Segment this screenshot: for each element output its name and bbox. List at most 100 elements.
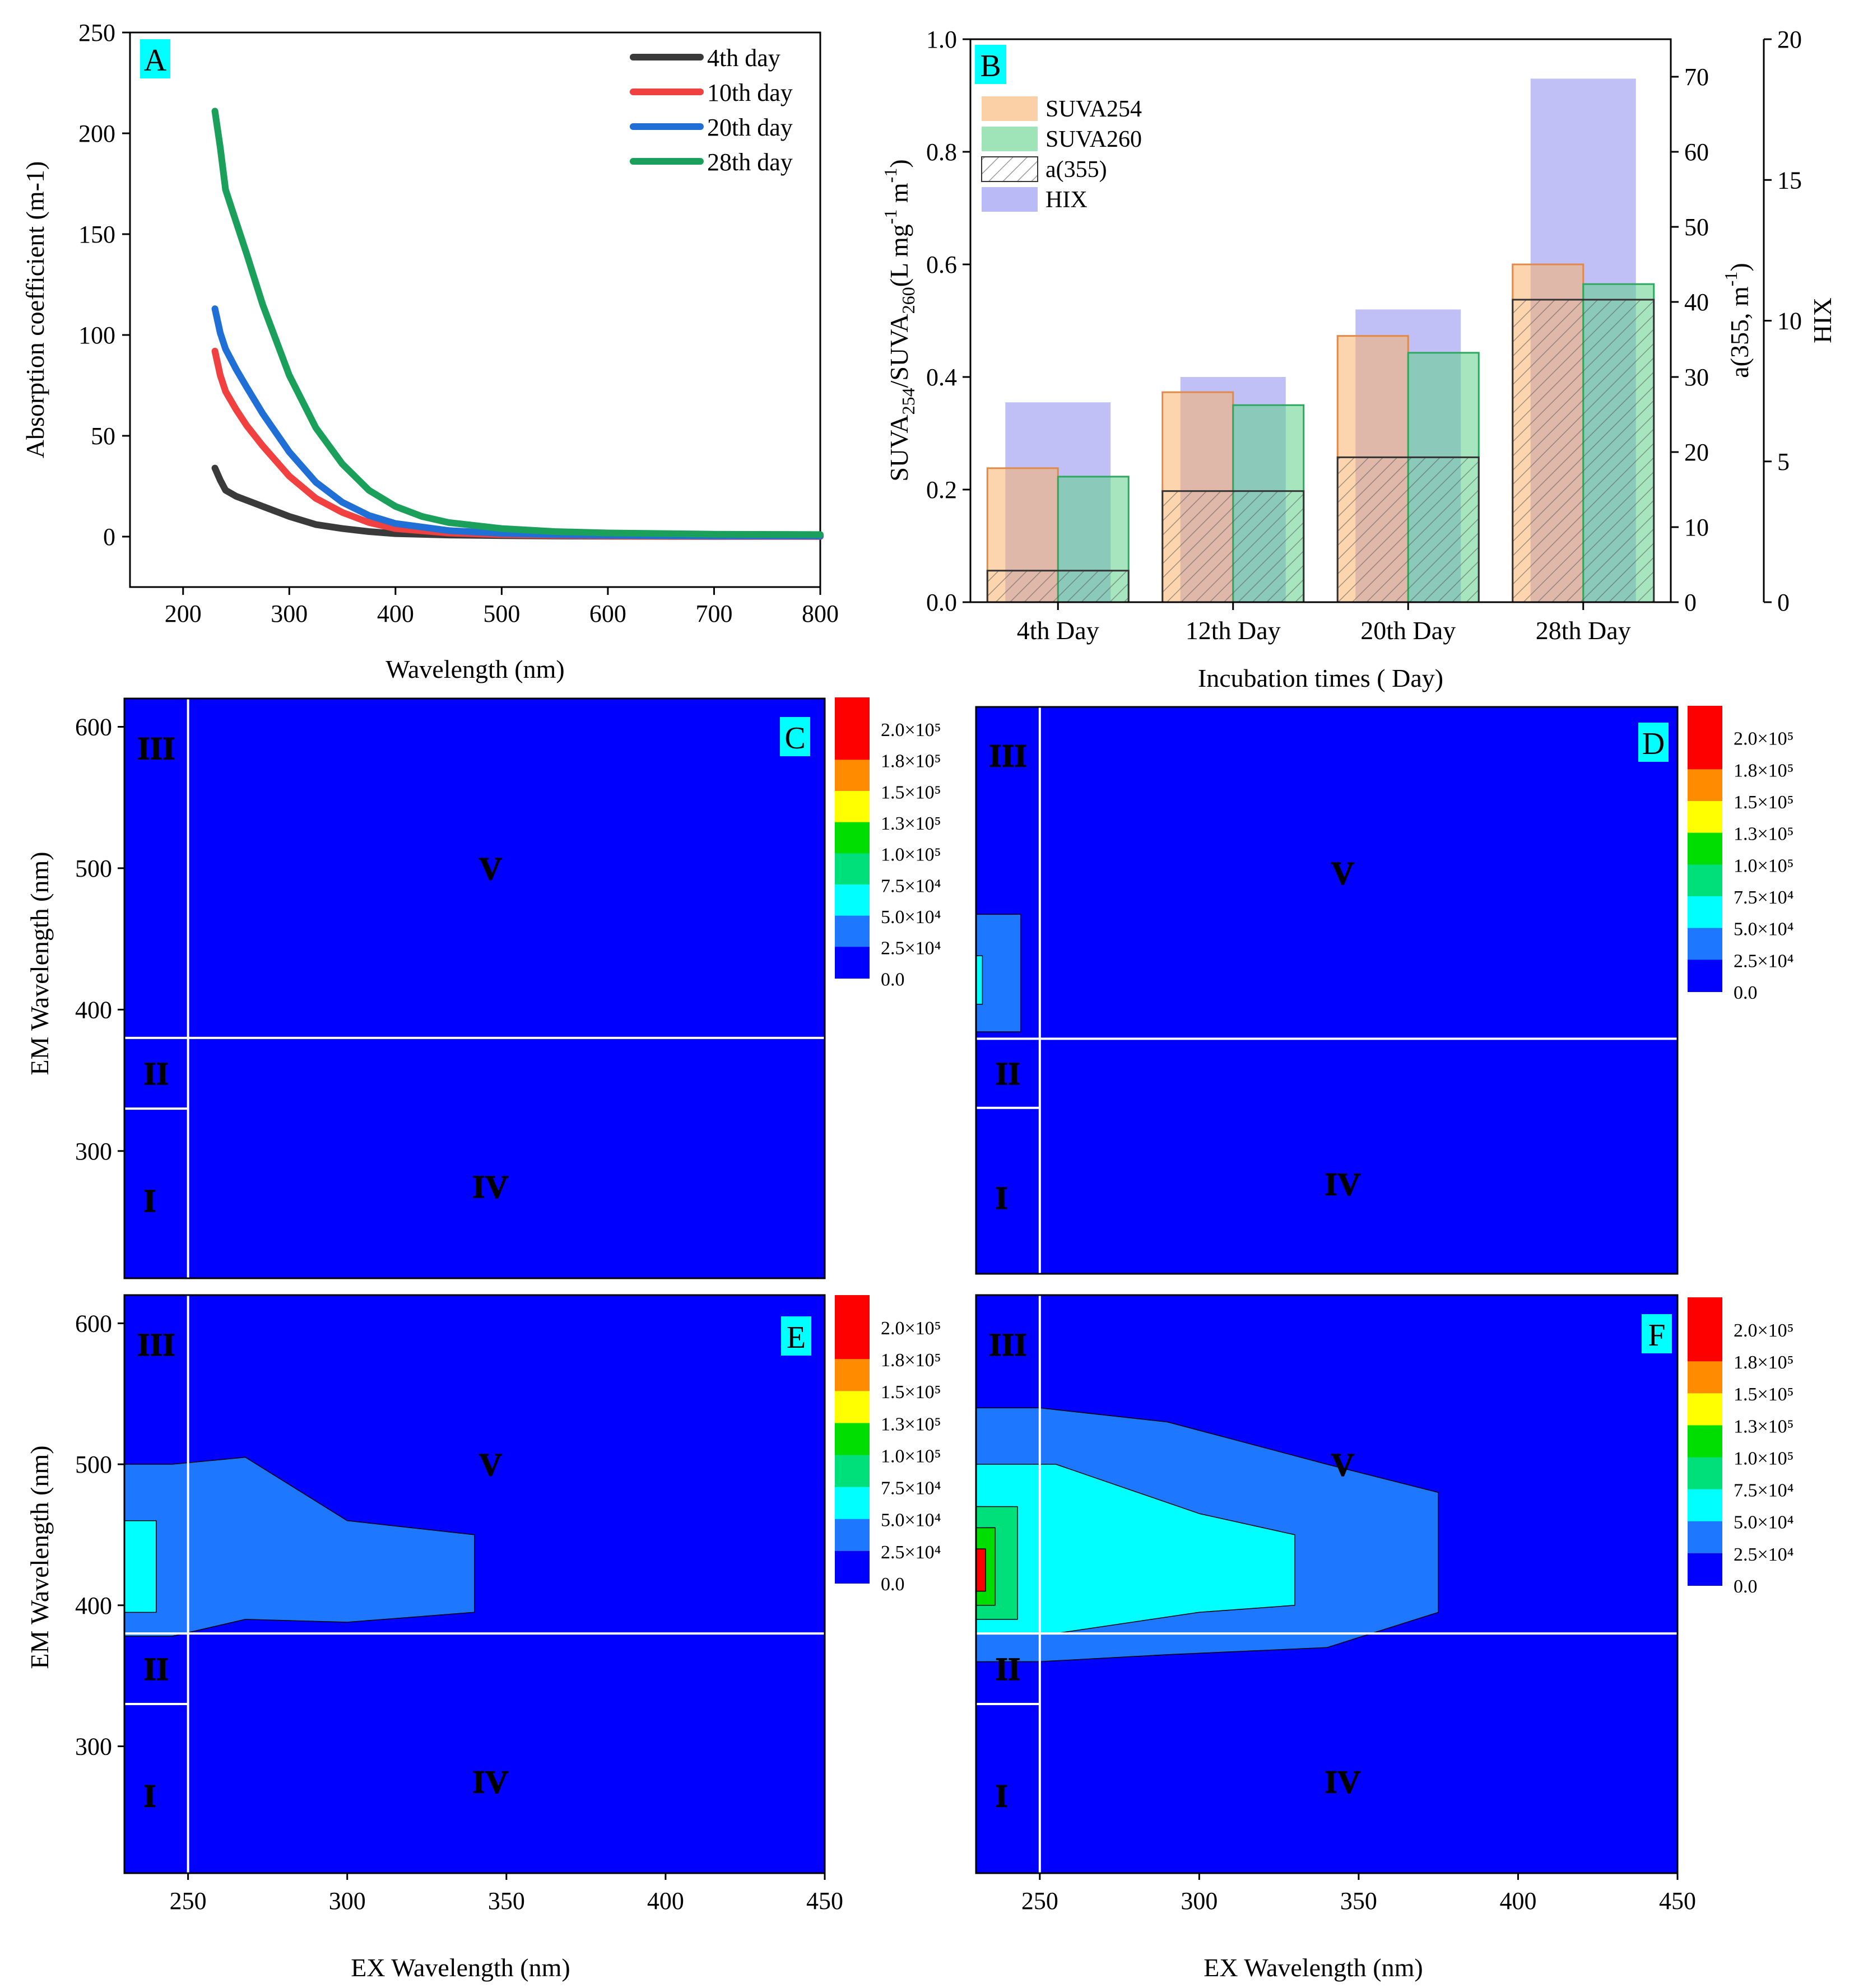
panel-a-x-tick-label: 600 [589,600,626,627]
panel-b-frame [969,38,1672,603]
region-label: IV [1325,1166,1361,1203]
heatmap-y-tick-label: 600 [75,713,112,741]
panel-e-y-axis-label: EM Wavelength (nm) [25,1445,54,1669]
colorbar-segment [835,1519,870,1552]
colorbar-segment [1688,864,1722,897]
panel-b-bar-a355 [986,570,1130,603]
heatmap-x-tick-label: 250 [170,1887,207,1915]
panel-a-y-axis-label: Absorption coefficient (m-1) [21,161,49,459]
heatmap-y-tick-label: 400 [75,1592,112,1619]
heatmap-contour-region [975,1548,986,1592]
heatmap-contour-region [124,1456,475,1637]
heatmap-panel-badge [1642,1314,1672,1353]
colorbar-segment [835,822,870,854]
panel-a-x-axis-label: Wavelength (nm) [385,655,564,683]
colorbar-segment [1688,1457,1722,1490]
heatmap-x-tick-label: 450 [806,1887,843,1915]
colorbar-label: 2.0×10⁵ [881,720,941,741]
panel-b-a355-tick-label: 70 [1684,63,1709,91]
heatmap-y-tick-label: 500 [75,855,112,882]
colorbar-segment [835,884,870,916]
colorbar-segment [835,1423,870,1456]
heatmap-panel-letter: C [784,721,805,756]
panel-a-y-tick-label: 200 [78,120,115,147]
colorbar-label: 2.5×10⁴ [881,938,941,959]
panel-a-line-chart: 200 300 400 500 600 700 800 0 50 100 150 200 250 4th… [21,19,839,683]
colorbar-label: 7.5×10⁴ [1734,1480,1794,1501]
colorbar-segment [835,1295,870,1328]
colorbar-segment [1688,769,1722,802]
colorbar-label: 1.3×10⁵ [1734,1416,1794,1437]
panel-a-y-tick-label: 0 [103,523,115,551]
panel-a-series-line [211,305,824,539]
region-label: I [143,1182,156,1219]
panel-a-y-tick-label: 100 [78,322,115,349]
colorbar-label: 7.5×10⁴ [881,876,941,896]
colorbar-segment [1688,1521,1722,1554]
colorbar-segment [1688,737,1722,770]
colorbar-label: 1.0×10⁵ [881,845,941,865]
panel-b-bar-a355 [1336,456,1480,603]
panel-b-bar-chart: 4th Day 12th Day 20th Day 28th Day 0.0 0.2 0.4… [880,26,1837,692]
region-label: I [143,1778,156,1814]
colorbar-label: 2.5×10⁴ [1734,951,1794,971]
colorbar-segment [835,1455,870,1488]
panel-a-legend-label: 10th day [707,79,793,106]
colorbar-label: 1.5×10⁵ [1734,792,1794,813]
panel-b-bar-a355 [1161,490,1305,603]
panel-a-x-tick-label: 200 [165,600,202,627]
colorbar-label: 0.0 [881,969,905,990]
panel-b-left-tick-label: 0.2 [926,476,957,504]
colorbar-segment [1688,1489,1722,1522]
panel-b-legend-label: SUVA254 [1046,96,1142,122]
heatmap-x-tick-label: 300 [1181,1887,1218,1915]
colorbar-segment [1688,1329,1722,1362]
colorbar-segment [835,1359,870,1392]
colorbar-segment [1688,1553,1722,1586]
colorbar-label: 1.5×10⁵ [881,782,941,803]
colorbar-segment [1688,1425,1722,1458]
region-label: V [1331,1446,1355,1483]
panel-a-x-tick-label: 400 [377,600,414,627]
panel-b-hix-tick-label: 5 [1777,448,1790,476]
colorbar-segment [835,1487,870,1520]
colorbar-label: 2.0×10⁵ [1734,729,1794,749]
panel-e-x-axis-label: EX Wavelength (nm) [351,1953,570,1982]
panel-a-legend-label: 28th day [707,148,793,176]
heatmap-panel-letter: E [787,1320,806,1355]
panel-b-a355-tick-label: 40 [1684,288,1709,316]
colorbar-label: 7.5×10⁴ [881,1478,941,1499]
colorbar-segment [1688,960,1722,992]
region-label: III [989,737,1027,774]
heatmap-y-tick-label: 500 [75,1451,112,1478]
panel-b-hix-axis-label: HIX [1808,297,1837,343]
colorbar-label: 1.3×10⁵ [1734,824,1794,845]
heatmap-frame [975,706,1679,1275]
colorbar-label: 1.0×10⁵ [1734,855,1794,876]
colorbar-label: 7.5×10⁴ [1734,887,1794,908]
heatmap-frame [123,1294,826,1874]
colorbar-segment [835,947,870,979]
colorbar-segment [835,853,870,885]
colorbar-segment [1688,832,1722,865]
heatmap-x-tick-label: 400 [647,1887,684,1915]
heatmap-x-tick-label: 450 [1659,1887,1696,1915]
colorbar-segment [835,1391,870,1424]
panel-a-x-tick-label: 800 [802,600,839,627]
colorbar-label: 1.0×10⁵ [881,1446,941,1466]
region-label: II [995,1055,1020,1092]
heatmap-x-tick-label: 300 [329,1887,366,1915]
colorbar-segment [1688,1297,1722,1330]
colorbar-label: 2.0×10⁵ [1734,1320,1794,1341]
colorbar-segment [835,1551,870,1584]
panel-b-x-axis-label: Incubation times ( Day) [1198,664,1443,692]
panel-b-legend-label: a(355) [1046,157,1107,183]
colorbar-label: 0.0 [1734,983,1758,1003]
colorbar-label: 1.3×10⁵ [881,1414,941,1435]
colorbar-label: 1.8×10⁵ [1734,1352,1794,1373]
heatmap-y-tick-label: 300 [75,1733,112,1760]
colorbar-segment [835,728,870,761]
